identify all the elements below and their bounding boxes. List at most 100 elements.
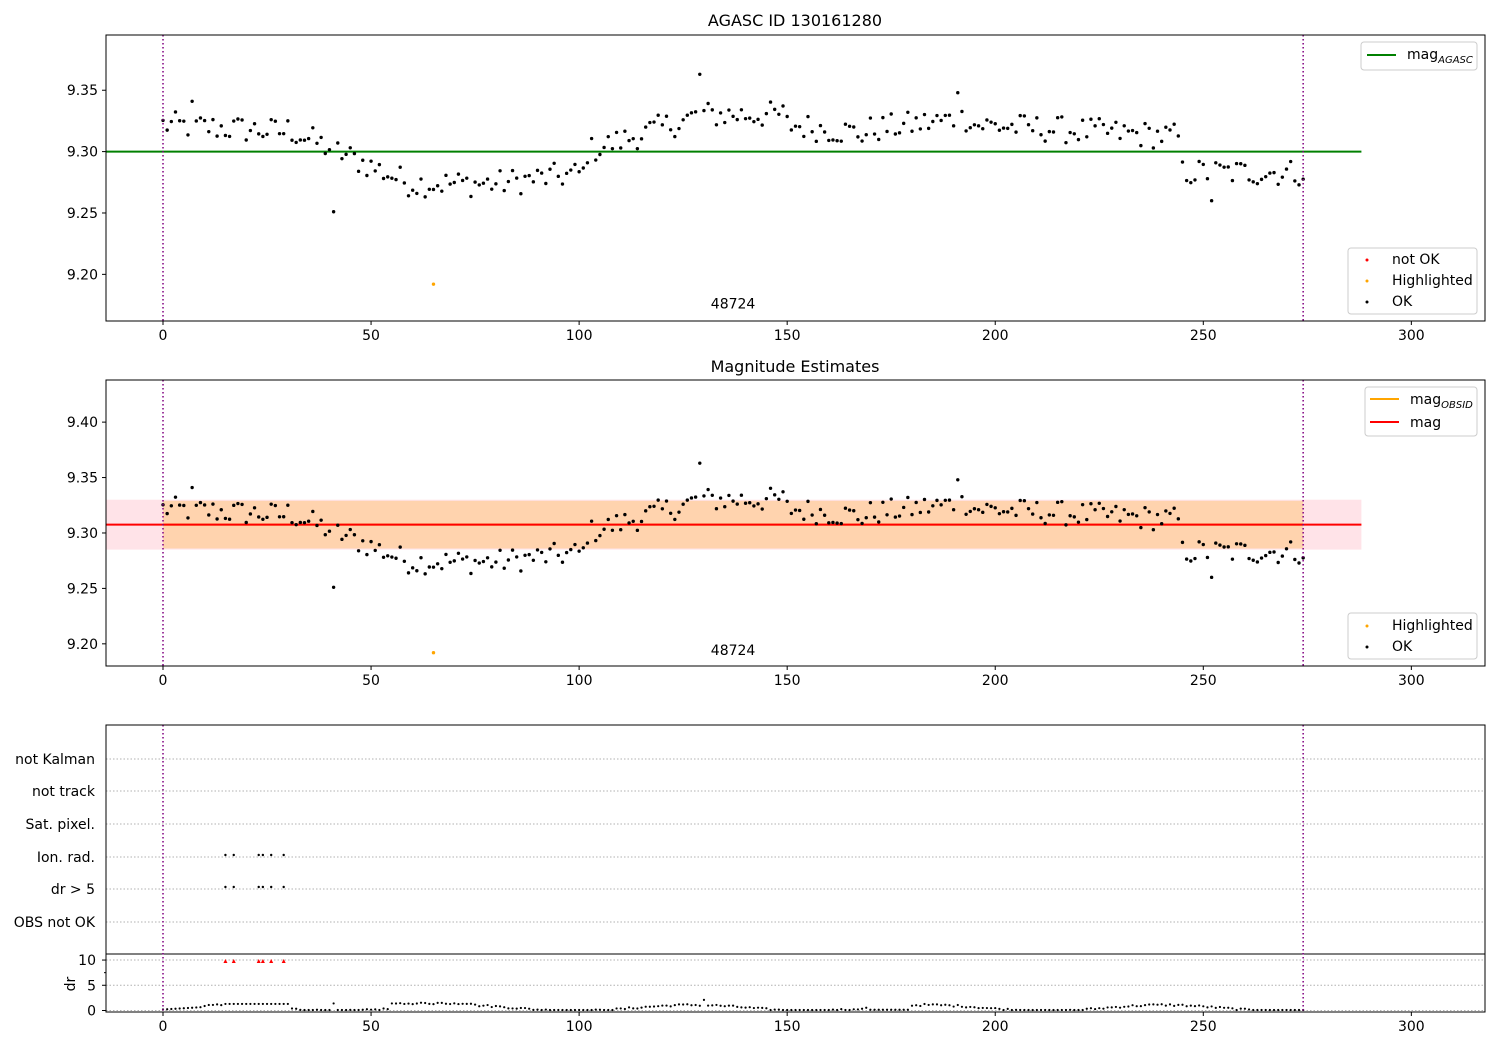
agasc-ok-point xyxy=(639,137,644,141)
mag-ok-point xyxy=(186,516,190,520)
agasc-ok-point xyxy=(772,107,777,112)
mag-ok-point xyxy=(1226,545,1230,549)
mag-ok-point xyxy=(814,521,819,526)
dr-point xyxy=(1081,1008,1084,1012)
mag-ok-point xyxy=(1039,516,1043,520)
mag-ok-point xyxy=(1243,543,1247,548)
agasc-ok-point xyxy=(664,114,669,118)
mag-ok-point xyxy=(1022,499,1027,503)
mag-ok-point xyxy=(1060,499,1064,504)
dr-point xyxy=(682,1003,685,1006)
dr-point xyxy=(998,1007,1001,1011)
mag-ok-point xyxy=(606,517,610,522)
dr-point xyxy=(1285,1008,1288,1012)
agasc-ok-point xyxy=(456,172,461,176)
mag-ok-point xyxy=(1097,501,1101,505)
agasc-ok-point xyxy=(1172,122,1176,126)
mag-ok-point xyxy=(1135,514,1139,518)
mag-ok-point xyxy=(631,519,635,523)
dr-point xyxy=(553,1008,556,1012)
agasc-xtick-label: 50 xyxy=(362,328,380,344)
legend-ok-marker-2 xyxy=(1365,645,1369,649)
dr-point xyxy=(977,1007,980,1010)
dr-point xyxy=(440,1001,443,1004)
mag-ok-point xyxy=(1047,513,1052,517)
dr-point xyxy=(1222,1006,1226,1009)
flag-row-label: Sat. pixel. xyxy=(26,817,95,833)
mag-ok-point xyxy=(1151,528,1156,532)
mag-ok-point xyxy=(344,533,348,538)
agasc-xtick-label: 100 xyxy=(566,328,593,344)
agasc-ok-point xyxy=(502,188,506,193)
mag-ok-point xyxy=(1189,559,1193,563)
agasc-ok-point xyxy=(331,210,336,214)
dr-ytick-label: 0 xyxy=(87,1003,96,1019)
dr-point xyxy=(166,1008,169,1011)
mag-ok-point xyxy=(452,559,456,563)
mag-ok-point xyxy=(531,558,536,562)
mag-ok-point xyxy=(302,520,307,525)
mag-ok-point xyxy=(777,497,781,501)
agasc-ok-point xyxy=(519,191,523,196)
dr-point xyxy=(969,1005,972,1009)
agasc-ok-point xyxy=(281,131,286,136)
dr-point xyxy=(578,1008,581,1012)
dr-point xyxy=(357,1008,360,1012)
dr-point xyxy=(931,1003,934,1006)
mag-ok-point xyxy=(748,501,752,505)
agasc-ok-point xyxy=(885,129,889,134)
mag-ok-point xyxy=(1130,512,1135,516)
agasc-ok-point xyxy=(1276,182,1280,186)
dr-point xyxy=(236,1002,240,1006)
mag-ok-point xyxy=(1155,512,1160,517)
mag-ytick-label: 9.20 xyxy=(67,637,98,653)
agasc-ok-point xyxy=(390,176,394,180)
agasc-ok-point xyxy=(1047,129,1052,134)
mag-ok-point xyxy=(352,533,357,537)
dr-point xyxy=(1156,1003,1159,1006)
mag-ok-point xyxy=(1014,513,1018,518)
mag-ytick-label: 9.35 xyxy=(67,471,98,487)
agasc-ok-point xyxy=(248,128,253,133)
dr-red-marker xyxy=(260,959,265,964)
dr-point xyxy=(885,1008,889,1011)
mag-ok-point xyxy=(1001,510,1006,514)
agasc-ok-point xyxy=(702,108,706,113)
dr-red-marker xyxy=(231,959,236,964)
dr-point xyxy=(419,1001,423,1004)
mag-ok-point xyxy=(964,512,968,516)
agasc-ok-point xyxy=(1022,114,1027,118)
agasc-ok-point xyxy=(976,124,981,128)
flag-point xyxy=(224,885,227,889)
dr-point xyxy=(1077,1008,1080,1012)
mag-ok-point xyxy=(340,537,344,542)
mag-xtick-label: 300 xyxy=(1398,673,1425,689)
dr-point xyxy=(328,1008,331,1012)
mag-ok-point xyxy=(1180,540,1185,545)
dr-point xyxy=(507,1007,510,1010)
mag-ok-point xyxy=(935,498,939,503)
agasc-ok-point xyxy=(1168,128,1172,132)
agasc-ok-point xyxy=(435,184,440,188)
mag-ok-point xyxy=(444,552,448,557)
mag-ok-point xyxy=(361,539,365,543)
dr-point xyxy=(315,1008,319,1011)
dr-point xyxy=(286,1002,289,1006)
mag-ok-point xyxy=(802,517,806,521)
mag-ok-point xyxy=(702,494,706,498)
mag-axes-frame xyxy=(105,379,1486,667)
agasc-ok-point xyxy=(1259,177,1264,182)
agasc-ok-point xyxy=(369,159,373,163)
agasc-ok-point xyxy=(273,119,278,123)
dr-point xyxy=(590,1008,593,1012)
dr-point xyxy=(723,1005,726,1008)
agasc-ok-point xyxy=(964,129,968,133)
agasc-ok-point xyxy=(165,128,169,132)
mag-ok-point xyxy=(298,520,303,525)
agasc-ok-point xyxy=(1076,137,1081,142)
dr-point xyxy=(503,1006,506,1009)
dr-point xyxy=(182,1007,185,1010)
dr-point xyxy=(1023,1008,1026,1012)
mag-ok-point xyxy=(252,506,257,510)
agasc-ok-point xyxy=(1268,171,1272,175)
